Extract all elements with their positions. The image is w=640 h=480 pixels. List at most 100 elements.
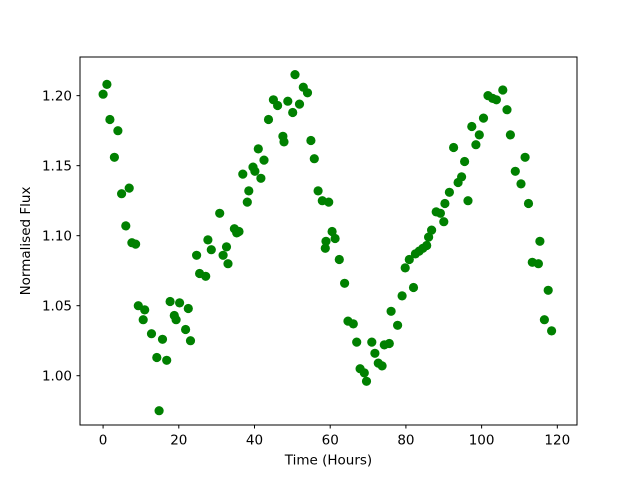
data-point: [400, 263, 410, 273]
y-tick-label: 1.10: [42, 228, 72, 244]
data-point: [539, 315, 550, 325]
data-point: [215, 208, 225, 218]
data-point: [384, 338, 394, 349]
data-point: [478, 113, 489, 123]
data-point: [471, 140, 481, 150]
data-point: [491, 95, 501, 105]
data-point: [124, 183, 134, 193]
data-point: [273, 100, 283, 111]
data-point: [352, 337, 362, 347]
data-point: [181, 324, 191, 335]
data-point: [256, 173, 266, 183]
data-point: [283, 96, 293, 106]
data-point: [244, 186, 254, 196]
data-point: [221, 242, 232, 252]
data-point: [253, 144, 263, 154]
data-point: [463, 196, 473, 206]
data-point: [223, 259, 233, 269]
data-point: [510, 166, 520, 176]
data-point: [113, 126, 123, 136]
data-point: [138, 315, 148, 325]
data-point: [98, 89, 108, 99]
data-point: [306, 135, 316, 146]
data-point: [109, 152, 119, 162]
data-point: [359, 368, 369, 378]
data-point: [140, 305, 150, 315]
data-point: [404, 254, 414, 265]
data-point: [201, 271, 211, 281]
data-point: [302, 88, 313, 98]
data-point: [377, 361, 387, 371]
data-point: [175, 298, 185, 308]
y-tick-label: 1.05: [42, 298, 72, 314]
data-point: [263, 114, 274, 125]
data-point: [502, 105, 512, 115]
data-point: [440, 198, 450, 209]
data-point: [547, 326, 557, 336]
data-point: [192, 250, 202, 260]
data-point: [146, 329, 157, 339]
data-point: [340, 278, 350, 288]
y-axis-label: Normalised Flux: [18, 187, 34, 296]
data-point: [218, 250, 228, 260]
data-point: [523, 198, 534, 209]
data-point: [327, 226, 337, 237]
data-point: [288, 107, 298, 118]
data-point: [516, 179, 526, 189]
data-point: [250, 166, 260, 176]
data-point: [474, 130, 484, 140]
data-point: [435, 208, 445, 218]
x-tick-label: 0: [99, 433, 108, 449]
data-point: [424, 232, 434, 242]
data-point: [313, 186, 323, 196]
data-point: [397, 291, 407, 301]
data-point: [386, 306, 396, 316]
data-point: [439, 217, 449, 227]
x-tick-label: 120: [544, 433, 570, 449]
data-point: [535, 236, 545, 246]
data-point: [105, 114, 115, 125]
data-point: [242, 197, 252, 207]
data-point: [320, 243, 330, 253]
data-point: [520, 152, 530, 162]
data-point: [171, 315, 181, 325]
x-axis-label: Time (Hours): [284, 453, 372, 469]
data-point: [324, 197, 334, 207]
data-point: [154, 406, 164, 416]
data-point: [370, 348, 380, 358]
data-point: [185, 336, 196, 346]
data-point: [330, 233, 340, 244]
data-point: [408, 282, 419, 293]
data-point: [259, 155, 269, 165]
ticks-layer: 0 20 40 60 80 100 120 1.00 1.05 1.10 1.15 1.20: [42, 88, 570, 448]
data-point: [290, 70, 300, 80]
data-point: [444, 187, 454, 197]
data-point: [460, 156, 470, 167]
data-point: [427, 225, 437, 235]
data-point: [152, 352, 162, 363]
data-point: [361, 376, 372, 386]
x-tick-label: 100: [469, 433, 495, 449]
data-point: [294, 99, 305, 109]
data-point: [457, 172, 467, 182]
x-tick-label: 60: [322, 433, 339, 449]
data-point: [449, 142, 459, 153]
data-point: [234, 226, 244, 237]
data-point: [183, 303, 193, 314]
data-point: [131, 239, 141, 249]
data-point: [203, 235, 213, 245]
data-point: [102, 79, 112, 89]
x-tick-label: 20: [170, 433, 187, 449]
x-tick-label: 80: [397, 433, 414, 449]
data-point: [505, 130, 515, 140]
y-tick-label: 1.20: [42, 88, 72, 104]
y-tick-label: 1.15: [42, 158, 72, 174]
data-point: [348, 319, 358, 329]
axes-box: [79, 56, 578, 426]
y-tick-label: 1.00: [42, 369, 72, 385]
x-tick-label: 40: [246, 433, 263, 449]
data-point: [321, 236, 331, 246]
data-point: [279, 137, 289, 147]
